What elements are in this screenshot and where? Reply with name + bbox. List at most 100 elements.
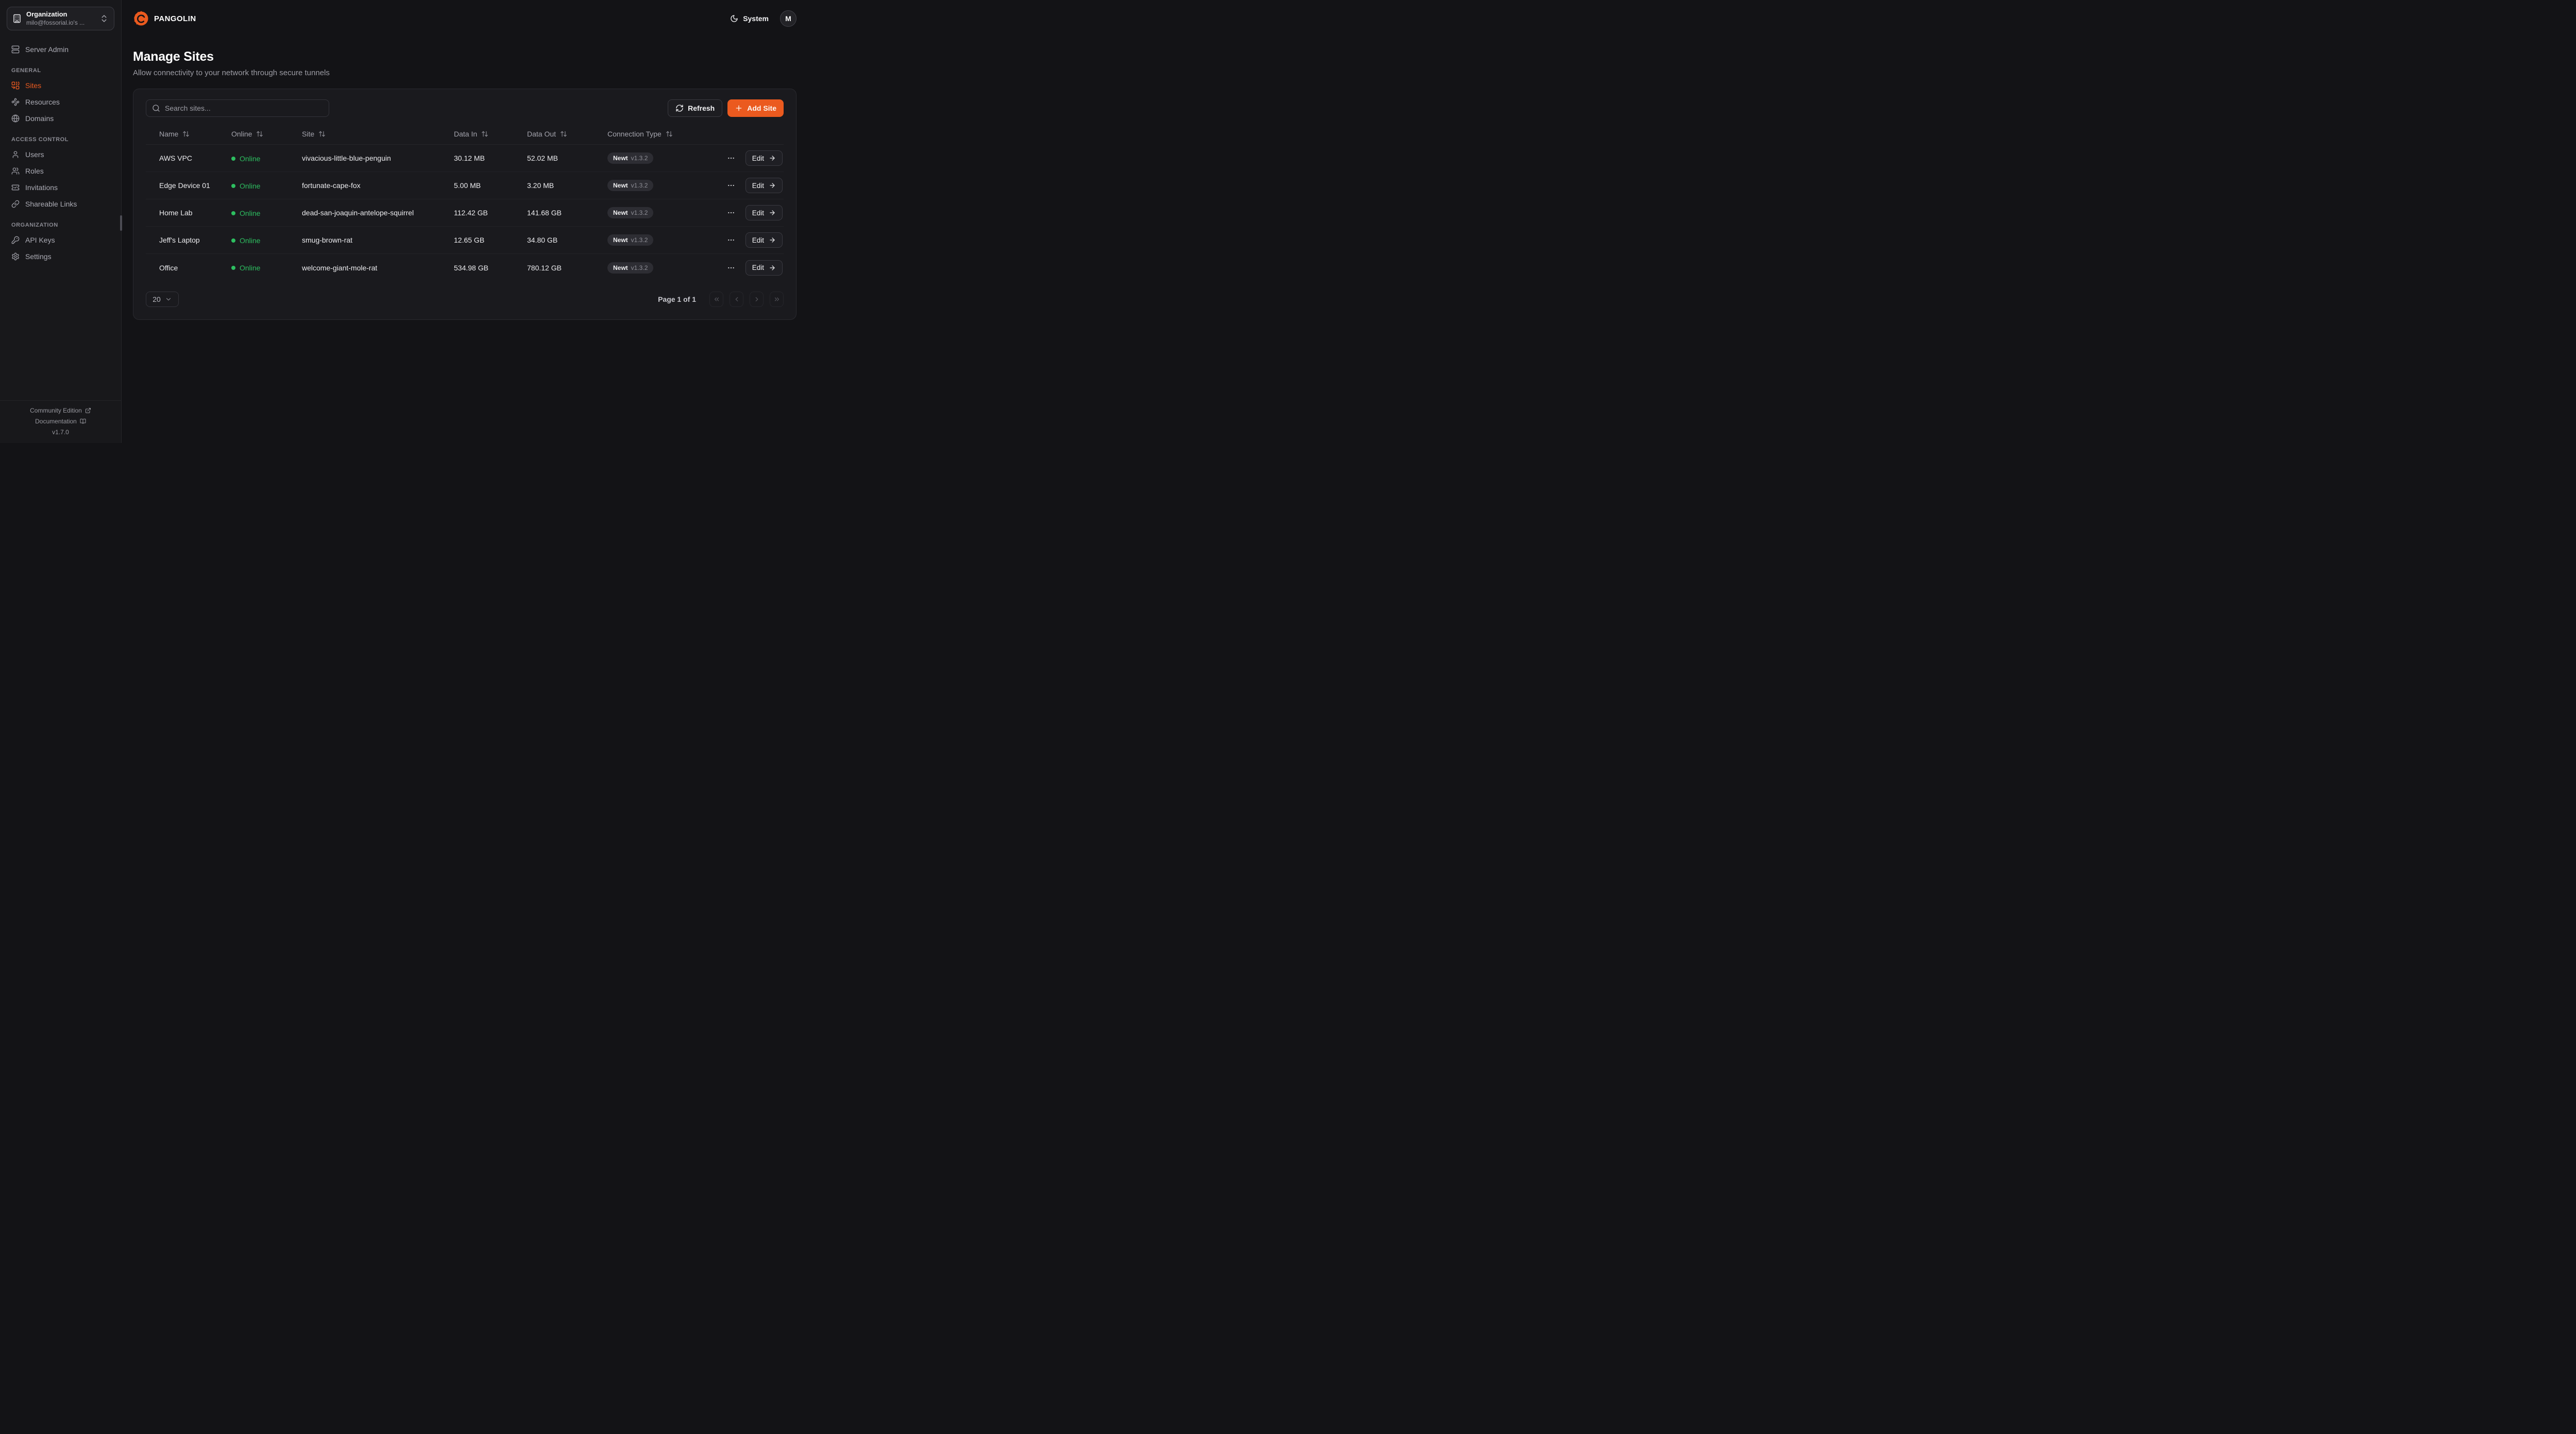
- sites-table: Name Online Site Data In Data Out: [146, 123, 784, 281]
- topbar: PANGOLIN System M: [133, 0, 796, 37]
- sidebar-item-users[interactable]: Users: [6, 146, 115, 163]
- ellipsis-icon: [727, 236, 735, 244]
- user-icon: [11, 150, 20, 159]
- sidebar-item-settings[interactable]: Settings: [6, 248, 115, 265]
- ellipsis-icon: [727, 154, 735, 162]
- previous-page-button[interactable]: [730, 292, 743, 307]
- online-status-label: Online: [240, 209, 261, 217]
- sidebar-item-label: Sites: [25, 81, 42, 90]
- row-menu-button[interactable]: [726, 263, 736, 273]
- org-selector[interactable]: Organization milo@fossorial.io's ...: [7, 7, 114, 30]
- topbar-right: System M: [730, 10, 796, 27]
- page-size-select[interactable]: 20: [146, 292, 179, 307]
- site-name-cell: Office: [159, 263, 178, 272]
- avatar[interactable]: M: [780, 10, 796, 27]
- status-cell: Online: [223, 154, 294, 163]
- edit-button[interactable]: Edit: [745, 205, 783, 220]
- ellipsis-icon: [727, 209, 735, 217]
- sidebar-resize-handle[interactable]: [120, 215, 122, 231]
- sidebar-item-domains[interactable]: Domains: [6, 110, 115, 127]
- chevrons-right-icon: [773, 296, 781, 303]
- data-out-cell: 34.80 GB: [527, 236, 558, 244]
- table-body: AWS VPC Online vivacious-little-blue-pen…: [146, 145, 784, 281]
- sort-icon: [666, 130, 673, 138]
- connection-type-cell: Newt v1.3.2: [599, 262, 718, 274]
- ellipsis-icon: [727, 264, 735, 272]
- column-header-site[interactable]: Site: [294, 130, 446, 138]
- pagination: 20 Page 1 of 1: [146, 292, 784, 307]
- external-link-icon: [85, 407, 91, 414]
- row-actions-cell: Edit: [718, 150, 784, 166]
- arrow-right-icon: [769, 236, 776, 244]
- table-header: Name Online Site Data In Data Out: [146, 123, 784, 145]
- org-selector-texts: Organization milo@fossorial.io's ...: [26, 10, 95, 26]
- page-title: Manage Sites: [133, 49, 214, 64]
- add-site-button[interactable]: Add Site: [727, 99, 784, 117]
- sidebar-item-roles[interactable]: Roles: [6, 163, 115, 179]
- column-header-data-in[interactable]: Data In: [446, 130, 519, 138]
- data-in-cell: 5.00 MB: [454, 181, 481, 190]
- connection-type-cell: Newt v1.3.2: [599, 152, 718, 164]
- sidebar-item-label: Resources: [25, 98, 60, 106]
- column-header-online[interactable]: Online: [223, 130, 294, 138]
- theme-toggle[interactable]: System: [730, 14, 769, 23]
- sidebar-item-shareable-links[interactable]: Shareable Links: [6, 196, 115, 212]
- documentation-label: Documentation: [35, 418, 77, 425]
- chevron-left-icon: [733, 296, 740, 303]
- sidebar-footer: Community Edition Documentation v1.7.0: [0, 400, 121, 443]
- search-input[interactable]: [165, 104, 323, 112]
- edit-button[interactable]: Edit: [745, 178, 783, 193]
- first-page-button[interactable]: [709, 292, 723, 307]
- sidebar-item-label: Users: [25, 150, 44, 159]
- sidebar-item-server-admin[interactable]: Server Admin: [6, 41, 115, 58]
- gear-icon: [11, 252, 20, 261]
- page-size-value: 20: [152, 295, 161, 303]
- section-label-organization: ORGANIZATION: [11, 222, 58, 228]
- refresh-label: Refresh: [688, 104, 715, 112]
- sidebar-item-resources[interactable]: Resources: [6, 94, 115, 110]
- row-menu-button[interactable]: [726, 153, 736, 163]
- row-menu-button[interactable]: [726, 235, 736, 245]
- column-header-connection-type[interactable]: Connection Type: [599, 130, 767, 138]
- refresh-button[interactable]: Refresh: [668, 99, 723, 117]
- page-subtitle: Allow connectivity to your network throu…: [133, 69, 330, 77]
- edit-button[interactable]: Edit: [745, 260, 783, 276]
- edit-label: Edit: [752, 264, 764, 271]
- community-edition-label: Community Edition: [30, 407, 82, 414]
- avatar-initial: M: [785, 14, 791, 23]
- users-icon: [11, 167, 20, 175]
- next-page-button[interactable]: [750, 292, 764, 307]
- community-edition-link[interactable]: Community Edition: [30, 407, 91, 414]
- plus-icon: [735, 104, 743, 112]
- column-header-name[interactable]: Name: [146, 130, 223, 138]
- online-status-dot: [231, 183, 235, 188]
- sidebar-nav: Server Admin GENERAL Sites Resources Dom…: [0, 37, 121, 400]
- row-menu-button[interactable]: [726, 180, 736, 191]
- online-status-dot: [231, 238, 235, 243]
- row-menu-button[interactable]: [726, 208, 736, 218]
- documentation-link[interactable]: Documentation: [35, 418, 86, 425]
- brand-logo[interactable]: PANGOLIN: [133, 10, 196, 27]
- waypoints-icon: [11, 98, 20, 106]
- add-site-label: Add Site: [747, 104, 776, 112]
- connection-type-name: Newt: [613, 264, 628, 271]
- edit-label: Edit: [752, 209, 764, 217]
- column-label: Data In: [454, 129, 478, 138]
- table-row: Jeff's Laptop Online smug-brown-rat 12.6…: [146, 227, 784, 254]
- column-header-data-out[interactable]: Data Out: [519, 130, 599, 138]
- chevron-down-icon: [165, 296, 172, 303]
- connection-type-name: Newt: [613, 209, 628, 216]
- site-name-cell: Edge Device 01: [159, 181, 210, 190]
- page-status: Page 1 of 1: [658, 295, 696, 303]
- connection-type-name: Newt: [613, 182, 628, 189]
- site-name-cell: Jeff's Laptop: [159, 236, 200, 244]
- sites-card: Refresh Add Site Name Online S: [133, 89, 796, 320]
- edit-button[interactable]: Edit: [745, 150, 783, 166]
- edit-button[interactable]: Edit: [745, 232, 783, 248]
- sidebar-item-api-keys[interactable]: API Keys: [6, 232, 115, 248]
- last-page-button[interactable]: [770, 292, 784, 307]
- sidebar: Organization milo@fossorial.io's ... Ser…: [0, 0, 122, 443]
- edit-label: Edit: [752, 236, 764, 244]
- sidebar-item-invitations[interactable]: Invitations: [6, 179, 115, 196]
- sidebar-item-sites[interactable]: Sites: [6, 77, 115, 94]
